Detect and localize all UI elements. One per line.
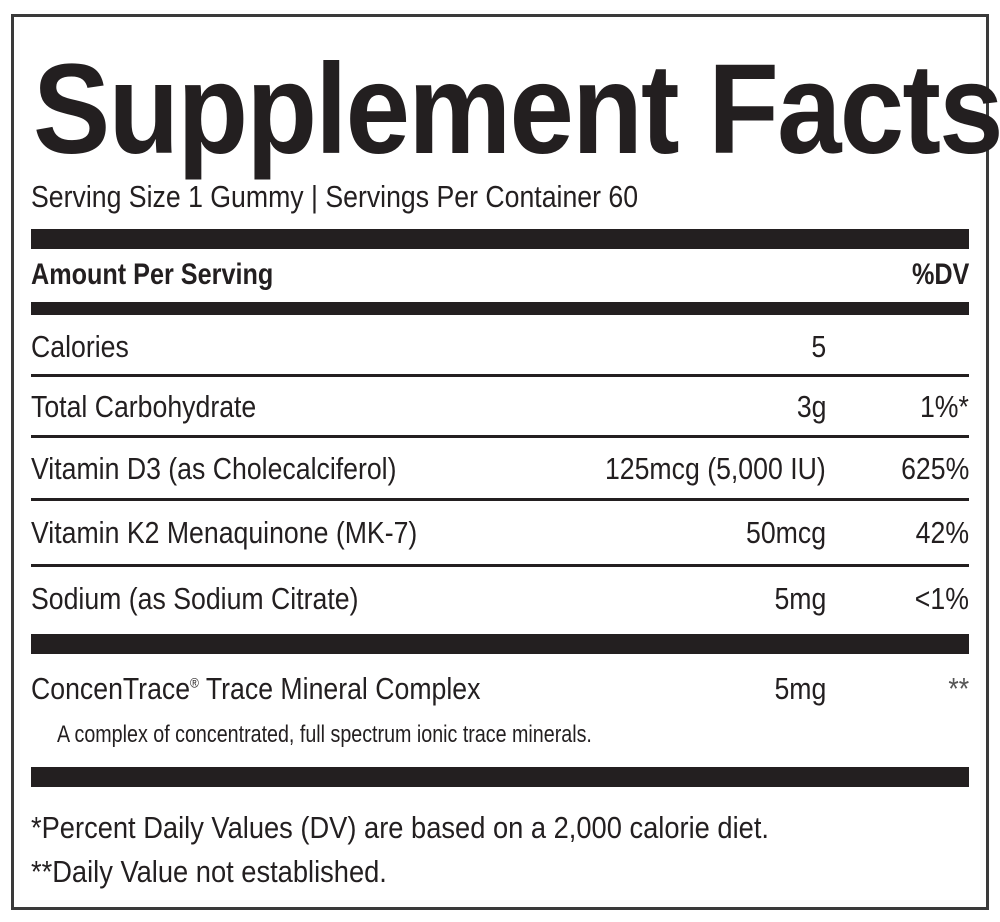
proprietary-amount: 5mg <box>774 671 826 706</box>
footnote-dv-not-established: **Daily Value not established. <box>31 854 387 889</box>
proprietary-description: A complex of concentrated, full spectrum… <box>57 721 592 748</box>
nutrient-amount: 5 <box>811 329 826 364</box>
nutrient-amount: 50mcg <box>745 515 826 550</box>
divider-thick-bottom <box>31 767 969 787</box>
divider-thick-top <box>31 229 969 249</box>
proprietary-dv: ** <box>948 671 969 706</box>
table-row-vitamin-d3: Vitamin D3 (as Cholecalciferol) 125mcg (… <box>31 447 969 491</box>
proprietary-name: ConcenTrace® Trace Mineral Complex <box>31 671 481 706</box>
nutrient-name: Total Carbohydrate <box>31 389 257 424</box>
row-divider <box>31 564 969 567</box>
panel-title: Supplement Facts <box>33 38 1000 181</box>
table-row-trace-mineral-complex: ConcenTrace® Trace Mineral Complex 5mg *… <box>31 667 969 711</box>
supplement-facts-panel: Supplement Facts Serving Size 1 Gummy | … <box>11 14 1000 910</box>
nutrient-dv: <1% <box>914 581 969 616</box>
panel-content: Supplement Facts Serving Size 1 Gummy | … <box>31 17 1000 907</box>
nutrient-name: Vitamin K2 Menaquinone (MK-7) <box>31 515 418 550</box>
table-row-vitamin-k2: Vitamin K2 Menaquinone (MK-7) 50mcg 42% <box>31 511 969 555</box>
divider-medium <box>31 302 969 315</box>
nutrient-amount: 5mg <box>774 581 826 616</box>
registered-mark: ® <box>190 674 199 691</box>
nutrient-dv: 42% <box>915 515 969 550</box>
nutrient-name: Calories <box>31 329 129 364</box>
dv-header-label: %DV <box>911 258 969 291</box>
table-row-sodium: Sodium (as Sodium Citrate) 5mg <1% <box>31 577 969 621</box>
row-divider <box>31 435 969 438</box>
table-row-total-carbohydrate: Total Carbohydrate 3g 1%* <box>31 385 969 429</box>
nutrient-dv: 1%* <box>920 389 969 424</box>
row-divider <box>31 374 969 377</box>
nutrient-amount: 3g <box>796 389 826 424</box>
row-divider <box>31 498 969 501</box>
nutrient-amount: 125mcg (5,000 IU) <box>605 451 826 486</box>
serving-info: Serving Size 1 Gummy | Servings Per Cont… <box>31 179 639 214</box>
nutrient-name: Sodium (as Sodium Citrate) <box>31 581 359 616</box>
nutrient-dv: 625% <box>900 451 969 486</box>
table-row-calories: Calories 5 <box>31 325 969 369</box>
amount-per-serving-label: Amount Per Serving <box>31 258 274 291</box>
nutrient-name: Vitamin D3 (as Cholecalciferol) <box>31 451 397 486</box>
footnote-daily-values: *Percent Daily Values (DV) are based on … <box>31 810 769 845</box>
table-header-row: Amount Per Serving %DV <box>31 253 969 297</box>
divider-thick-middle <box>31 634 969 654</box>
